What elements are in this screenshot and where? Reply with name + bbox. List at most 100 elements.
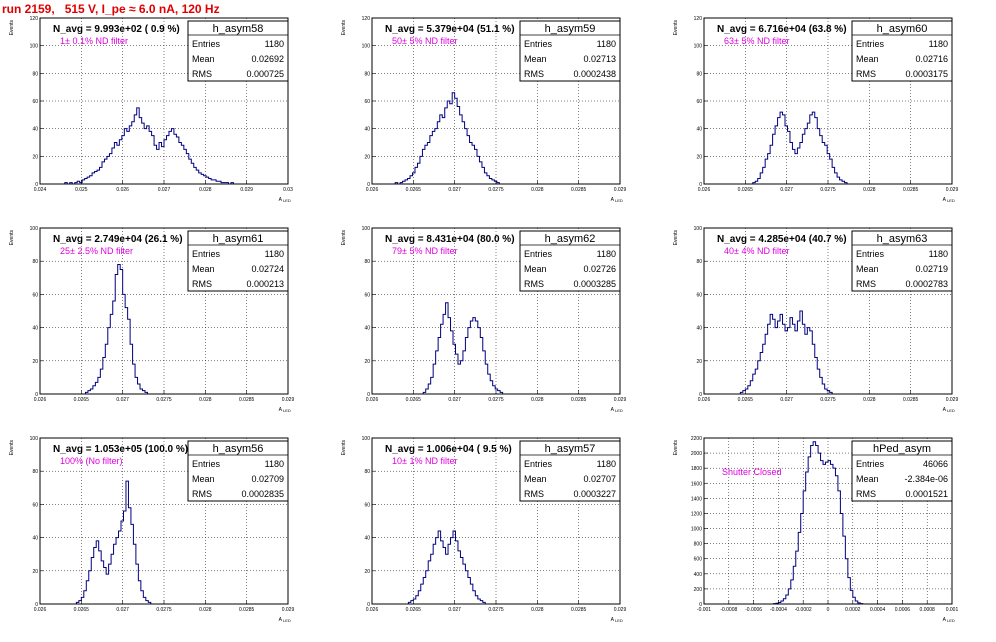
stats-entries-label: Entries <box>192 459 221 469</box>
y-tick-label: 80 <box>32 71 38 77</box>
stats-box: h_asym63 Entries 1180 Mean 0.02719 RMS 0.00027… <box>851 230 953 292</box>
y-tick-label: 40 <box>696 326 702 332</box>
x-tick-label: 0.0275 <box>488 187 504 193</box>
x-tick-label: 0.026 <box>34 397 47 403</box>
y-axis-label: Events <box>341 230 347 246</box>
filter-label: 25± 2.5% ND filter <box>60 246 133 256</box>
stats-entries-value: 1180 <box>265 39 284 49</box>
x-tick-label: 0.027 <box>116 607 129 613</box>
x-tick-label: 0.029 <box>282 607 295 613</box>
x-tick-label: 0.029 <box>614 397 627 403</box>
stats-box-frame <box>187 440 289 502</box>
stats-rms-label: RMS <box>856 489 876 499</box>
stats-rms-value: 0.0001521 <box>905 489 948 499</box>
x-axis-label: A <box>279 407 283 413</box>
x-tick-label: 0.0275 <box>820 187 836 193</box>
y-tick-label: 40 <box>364 127 370 133</box>
stats-box-frame <box>187 20 289 82</box>
y-tick-label: 400 <box>694 572 703 578</box>
y-tick-label: 80 <box>32 259 38 265</box>
histogram-h_asym56: 0.026 0.0265 0.027 0.0275 0.028 0.0285 0.029 0 2… <box>9 436 295 623</box>
x-tick-label: 0.027 <box>780 397 793 403</box>
histogram-h_asym62: 0.026 0.0265 0.027 0.0275 0.028 0.0285 0.029 0 2… <box>341 226 627 413</box>
stats-rms-label: RMS <box>524 69 544 79</box>
x-tick-label: 0.029 <box>282 397 295 403</box>
filter-label: 100% (No filter) <box>60 456 123 466</box>
y-tick-label: 60 <box>364 99 370 105</box>
stats-entries-label: Entries <box>192 249 221 259</box>
histogram-line <box>407 530 486 604</box>
y-tick-label: 0 <box>699 602 702 608</box>
x-tick-label: 0.0265 <box>74 397 90 403</box>
y-tick-label: 20 <box>696 154 702 160</box>
x-axis-label-subscript: LED <box>615 198 623 203</box>
stats-entries-value: 46066 <box>923 459 948 469</box>
stats-entries-value: 1180 <box>929 249 948 259</box>
y-axis-label: Events <box>9 440 15 456</box>
x-tick-label: 0.0285 <box>571 397 587 403</box>
x-tick-label: 0.025 <box>75 187 88 193</box>
stats-rms-label: RMS <box>856 69 876 79</box>
y-axis-label: Events <box>673 230 679 246</box>
stats-mean-label: Mean <box>524 264 547 274</box>
histogram-line <box>752 111 848 184</box>
histogram-pad-h_asym60: 0.026 0.0265 0.027 0.0275 0.028 0.0285 0.029 0 2… <box>664 12 996 222</box>
n-avg-label: N_avg = 9.993e+02 ( 0.9 %) <box>53 24 180 35</box>
y-tick-label: 1600 <box>691 481 702 487</box>
stats-entries-value: 1180 <box>265 249 284 259</box>
y-tick-label: 20 <box>364 569 370 575</box>
stats-box: hPed_asym Entries 46066 Mean -2.384e-06 RMS 0.… <box>851 440 953 502</box>
stats-box-frame <box>519 440 621 502</box>
y-tick-label: 20 <box>32 154 38 160</box>
stats-rms-label: RMS <box>192 489 212 499</box>
x-axis-label-subscript: LED <box>947 618 955 623</box>
x-tick-label: 0.0265 <box>738 397 754 403</box>
x-tick-label: 0.026 <box>366 397 379 403</box>
y-tick-label: 800 <box>694 542 703 548</box>
x-tick-label: 0.029 <box>614 187 627 193</box>
filter-label: 40± 4% ND filter <box>724 246 789 256</box>
stats-box-frame <box>851 20 953 82</box>
y-tick-label: 60 <box>364 502 370 508</box>
histogram-name: h_asym59 <box>545 23 596 35</box>
histogram-h_asym57: 0.026 0.0265 0.027 0.0275 0.028 0.0285 0.029 0 2… <box>341 436 626 623</box>
stats-entries-label: Entries <box>192 39 221 49</box>
x-tick-label: 0.029 <box>240 187 253 193</box>
x-tick-label: 0.0285 <box>903 397 919 403</box>
x-axis-label-subscript: LED <box>615 618 623 623</box>
y-axis-label: Events <box>9 20 15 36</box>
histogram-line <box>772 441 864 605</box>
stats-mean-value: 0.02709 <box>251 474 284 484</box>
y-tick-label: 1800 <box>691 466 702 472</box>
x-tick-label: 0.028 <box>863 187 876 193</box>
x-tick-label: -0.0004 <box>770 607 787 613</box>
histogram-pad-h_asym57: 0.026 0.0265 0.027 0.0275 0.028 0.0285 0.029 0 2… <box>332 432 664 642</box>
x-tick-label: -0.0008 <box>720 607 737 613</box>
y-tick-label: 120 <box>362 16 371 22</box>
x-tick-label: 0.028 <box>531 187 544 193</box>
x-tick-label: 0.0265 <box>406 187 422 193</box>
stats-box: h_asym56 Entries 1180 Mean 0.02709 RMS 0.00028… <box>187 440 289 502</box>
y-tick-label: 0 <box>35 392 38 398</box>
y-tick-label: 60 <box>364 292 370 298</box>
filter-label: 1± 0.1% ND filter <box>60 36 128 46</box>
x-tick-label: 0.026 <box>34 607 47 613</box>
x-axis-label: A <box>279 197 283 203</box>
histogram-name: h_asym56 <box>213 443 264 455</box>
stats-mean-value: 0.02692 <box>251 54 284 64</box>
n-avg-label: N_avg = 8.431e+04 (80.0 %) <box>385 234 515 245</box>
stats-entries-value: 1180 <box>265 459 284 469</box>
stats-rms-value: 0.000213 <box>246 279 284 289</box>
y-tick-label: 20 <box>696 359 702 365</box>
y-tick-label: 100 <box>30 436 39 442</box>
y-axis-label: Events <box>341 20 347 36</box>
x-tick-label: 0.0275 <box>156 607 172 613</box>
x-tick-label: 0.027 <box>116 397 129 403</box>
y-tick-label: 2200 <box>691 436 702 442</box>
stats-entries-label: Entries <box>524 39 553 49</box>
stats-box-frame <box>519 20 621 82</box>
y-tick-label: 80 <box>696 259 702 265</box>
y-tick-label: 20 <box>32 569 38 575</box>
x-tick-label: 0.0265 <box>738 187 754 193</box>
n-avg-label: N_avg = 1.053e+05 (100.0 %) <box>53 444 188 455</box>
